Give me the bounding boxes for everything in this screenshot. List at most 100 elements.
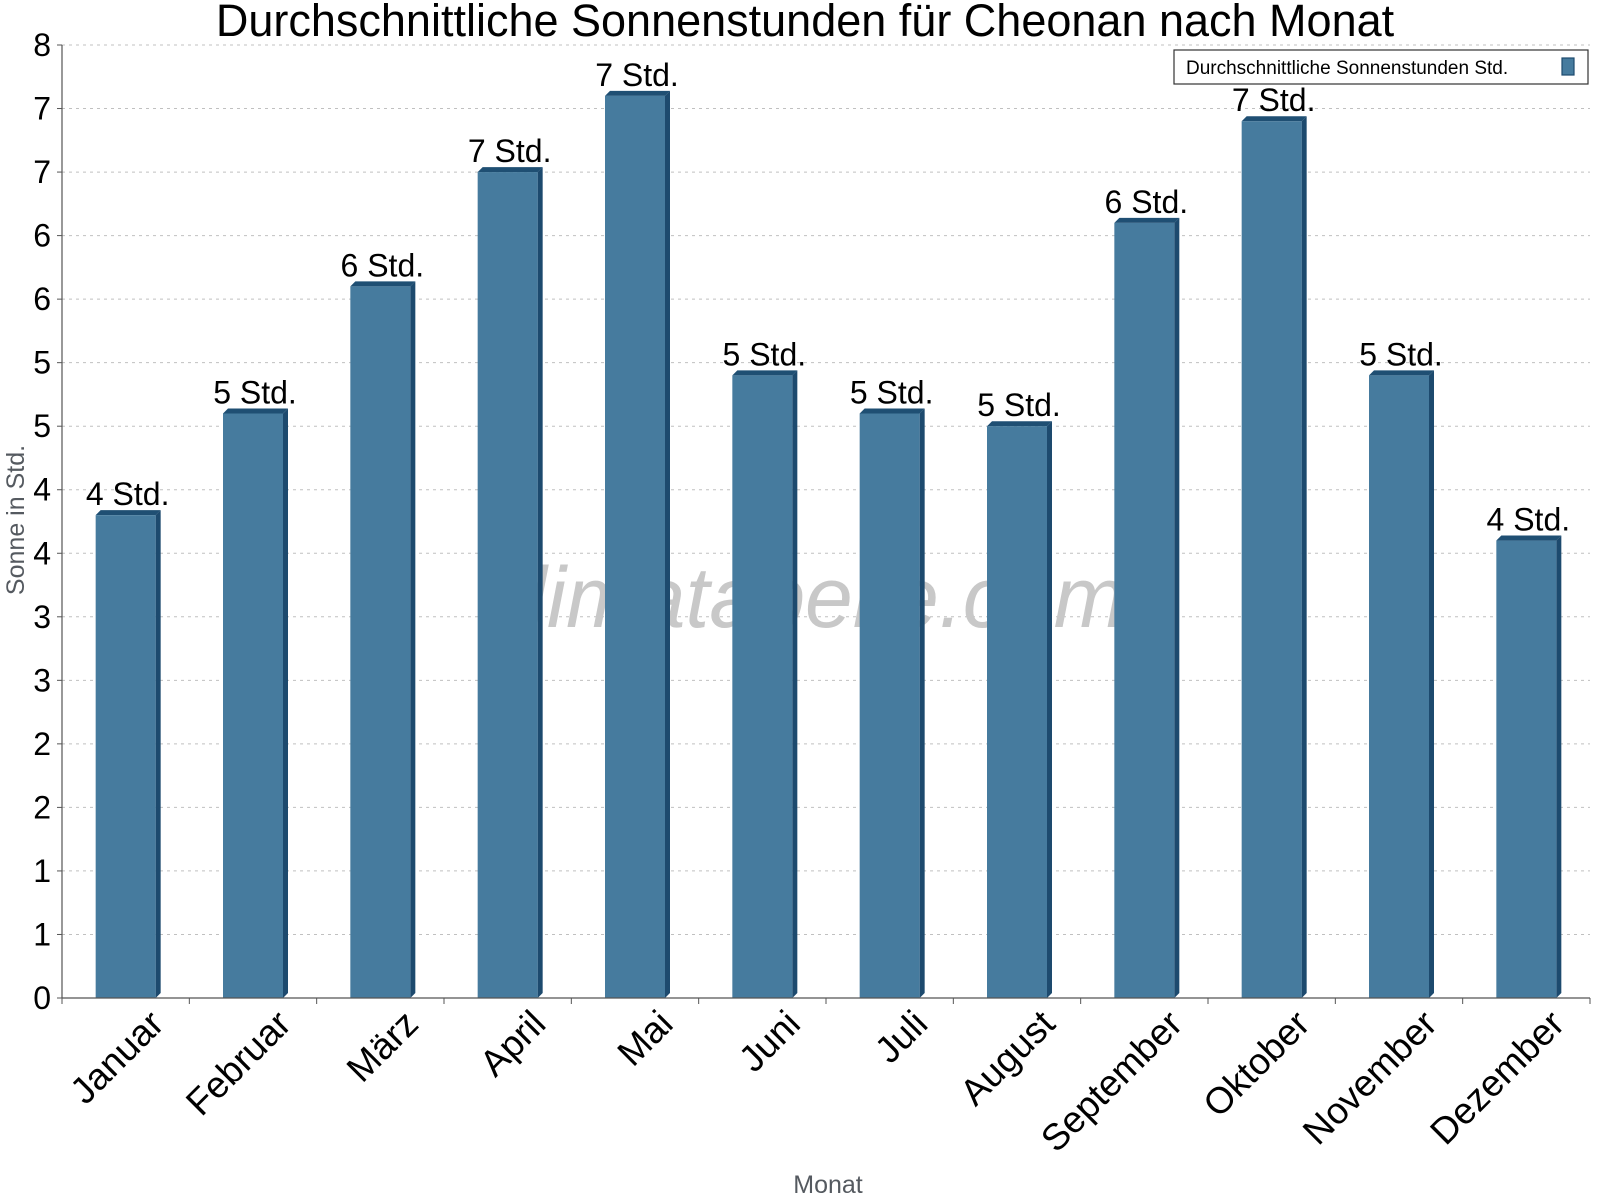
bar-top (605, 90, 670, 96)
data-label: 5 Std. (723, 336, 807, 372)
bar (987, 426, 1047, 998)
bar-mai: 7 Std. (595, 57, 679, 999)
bar-side (665, 90, 670, 999)
grid-lines (62, 44, 1590, 935)
bar-september: 6 Std. (1105, 184, 1189, 999)
bar-top (1369, 370, 1434, 376)
y-tick-label: 7 (33, 91, 51, 127)
bar-side (1174, 217, 1180, 999)
data-label: 7 Std. (595, 57, 679, 93)
x-tick-label: April (472, 1003, 553, 1084)
bar-side (1556, 535, 1562, 998)
bar-august: 5 Std. (977, 387, 1061, 998)
x-tick-label: November (1295, 1003, 1445, 1153)
y-tick-label: 6 (33, 218, 51, 254)
bar-top (859, 408, 925, 414)
x-tick-label: März (339, 1003, 426, 1090)
bar (605, 95, 665, 999)
bar (1114, 222, 1175, 999)
bar-side (1047, 421, 1052, 998)
chart-title: Durchschnittliche Sonnenstunden für Cheo… (216, 0, 1395, 46)
x-tick-label: Juni (731, 1003, 808, 1080)
data-label: 6 Std. (1105, 184, 1189, 220)
y-tick-label: 4 (33, 472, 51, 508)
bar (859, 413, 920, 998)
bar-top (95, 510, 161, 516)
legend-swatch (1561, 57, 1575, 76)
bar-top (1114, 217, 1180, 223)
x-tick-label: Februar (178, 1003, 299, 1124)
bar-top (477, 167, 543, 173)
y-axis-label: Sonne in Std. (2, 445, 30, 595)
bar-side (537, 167, 543, 999)
bar-top (987, 421, 1052, 427)
bar-oktober: 7 Std. (1232, 82, 1316, 999)
bar-juni: 5 Std. (723, 336, 807, 999)
y-tick-label: 7 (33, 154, 51, 190)
bar-dezember: 4 Std. (1487, 502, 1571, 998)
x-tick-label: Oktober (1195, 1003, 1317, 1125)
bar (95, 515, 156, 998)
y-tick-label: 6 (33, 281, 51, 317)
y-tick-label: 3 (33, 599, 51, 635)
data-label: 5 Std. (977, 387, 1061, 423)
legend-label: Durchschnittliche Sonnenstunden Std. (1186, 58, 1508, 79)
bar (732, 375, 793, 999)
bar-april: 7 Std. (468, 133, 552, 999)
axes (57, 44, 1591, 1004)
y-tick-label: 2 (33, 726, 51, 762)
bar-januar: 4 Std. (86, 476, 170, 998)
bar (1369, 375, 1429, 999)
bar-top (1241, 116, 1307, 122)
data-label: 4 Std. (1487, 502, 1571, 538)
bar-top (223, 408, 288, 414)
data-label: 5 Std. (213, 374, 297, 410)
bar-side (410, 281, 416, 999)
y-tick-labels: 0 1 1 2 2 3 3 4 4 5 5 6 6 7 7 8 (33, 27, 51, 1016)
bar (350, 286, 411, 999)
bar-side (1429, 370, 1434, 999)
y-tick-label: 4 (33, 535, 51, 571)
bar-november: 5 Std. (1359, 336, 1443, 999)
x-tick-label: Dezember (1422, 1003, 1572, 1153)
x-tick-label: August (952, 1002, 1063, 1113)
y-tick-label: 3 (33, 662, 51, 698)
bars: 4 Std. 5 Std. 6 Std. 7 Std. 7 Std. 5 Std. 5 St… (86, 57, 1571, 999)
x-axis-label: Monat (793, 1171, 863, 1199)
legend: Durchschnittliche Sonnenstunden Std. (1173, 49, 1589, 85)
data-label: 4 Std. (86, 476, 170, 512)
data-label: 7 Std. (1232, 82, 1316, 118)
y-tick-label: 1 (33, 916, 51, 952)
y-tick-label: 5 (33, 345, 51, 381)
bar-top (732, 370, 798, 376)
legend-box (1173, 49, 1589, 85)
bar-side (1301, 116, 1307, 999)
bar-top (350, 281, 416, 287)
y-tick-label: 2 (33, 789, 51, 825)
y-tick-label: 8 (33, 27, 51, 63)
bar-märz: 6 Std. (341, 247, 425, 999)
bar-side (155, 510, 161, 998)
bar (477, 172, 538, 999)
bar-juli: 5 Std. (850, 374, 934, 998)
x-tick-label: Mai (610, 1003, 681, 1074)
y-tick-label: 0 (33, 980, 51, 1016)
y-tick-label: 5 (33, 408, 51, 444)
data-label: 6 Std. (341, 247, 425, 283)
bar-februar: 5 Std. (213, 374, 297, 998)
bar-side (283, 408, 288, 998)
x-tick-labels: Januar Februar März April Mai Juni Juli AugustS… (62, 1002, 1572, 1159)
x-tick-label: Juli (867, 1003, 935, 1071)
bar-side (919, 408, 925, 998)
data-label: 5 Std. (850, 374, 934, 410)
bar (1496, 540, 1557, 998)
data-label: 7 Std. (468, 133, 552, 169)
bar-top (1496, 535, 1562, 541)
x-tick-label: Januar (62, 1003, 171, 1112)
y-tick-label: 1 (33, 853, 51, 889)
bar-side (792, 370, 798, 999)
bar (223, 413, 283, 998)
bar (1241, 121, 1302, 999)
data-label: 5 Std. (1359, 336, 1443, 372)
